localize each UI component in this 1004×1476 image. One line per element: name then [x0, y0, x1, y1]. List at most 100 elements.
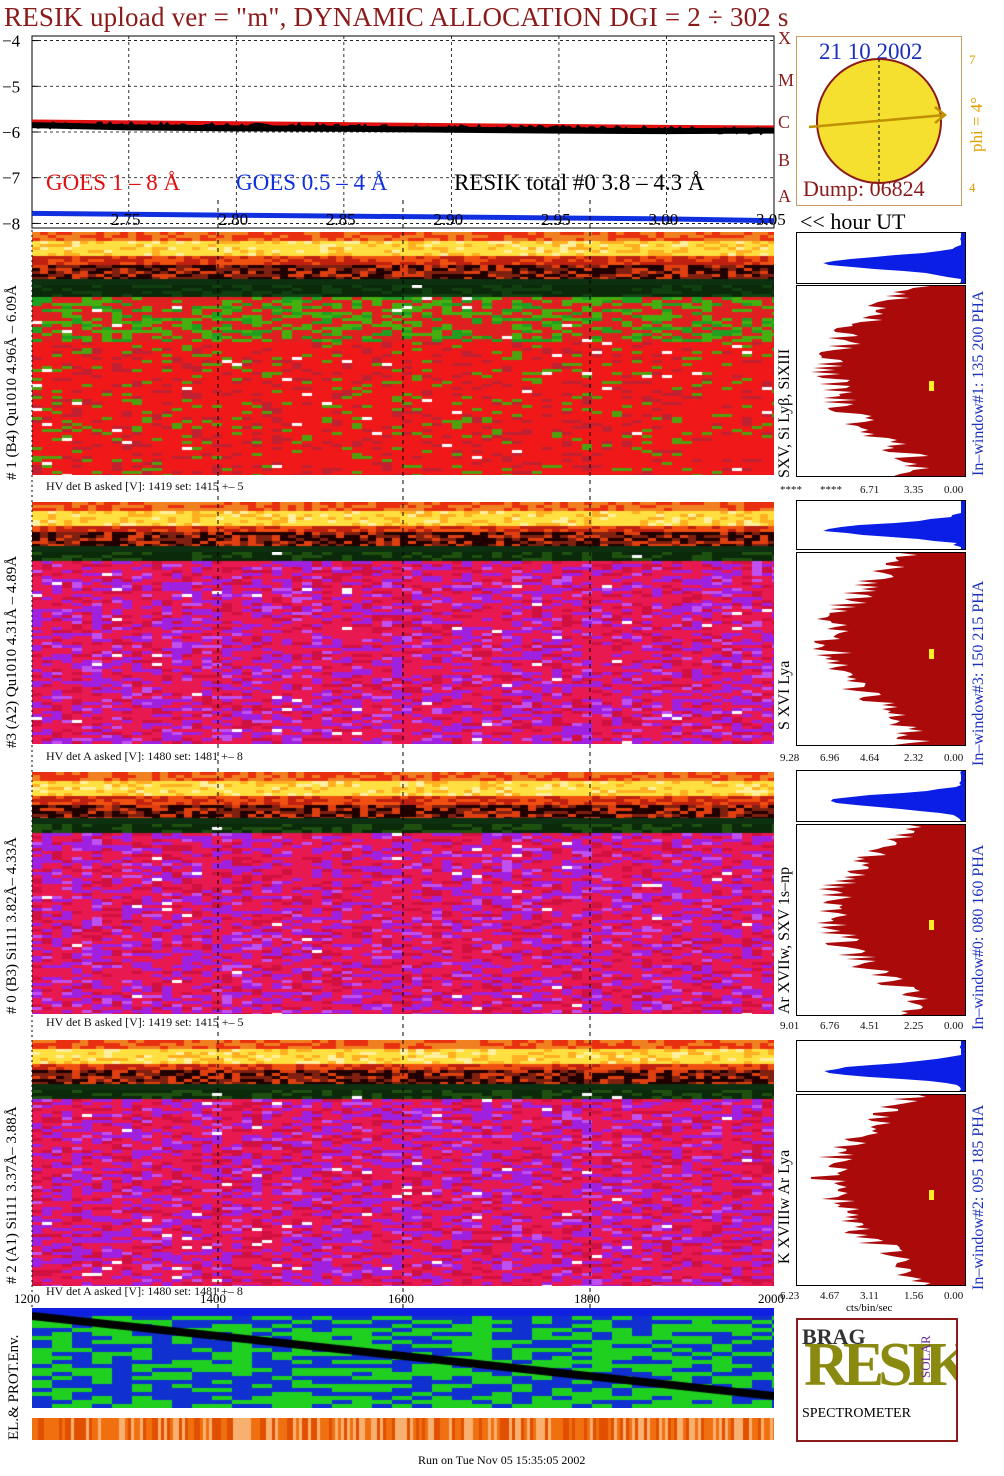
count-tick-label: 1.56 — [904, 1290, 924, 1302]
histogram-shape — [797, 1095, 965, 1285]
goes-class-x: X — [778, 28, 791, 48]
count-tick-label: 0.00 — [944, 752, 964, 764]
logo-side-text: SOLAR — [918, 1335, 933, 1378]
small-histogram — [796, 1040, 966, 1092]
histogram-shape — [797, 1041, 965, 1091]
histogram-shape — [797, 771, 965, 821]
logo-letters: RESIK — [804, 1331, 958, 1399]
small-histogram — [796, 500, 966, 550]
lightcurve-chart: −4 −5 −6 −7 −8 — [2, 32, 775, 233]
count-tick-label: 0.00 — [944, 484, 964, 496]
legend-resik-total: RESIK total #0 3.8 – 4.3 Å — [454, 170, 705, 195]
bottom-x-tick-label: 1800 — [574, 1291, 600, 1306]
lightcurve-y-ticks: −4 −5 −6 −7 −8 — [2, 32, 38, 233]
count-tick-label: 3.11 — [860, 1290, 879, 1302]
inset-phi-label: phi = 4° — [967, 96, 986, 152]
logo-bottom-text: SPECTROMETER — [802, 1406, 911, 1421]
count-tick-label: 0.00 — [944, 1020, 964, 1032]
series-line — [31, 119, 775, 131]
hv-label: HV det A asked [V]: 1480 set: 1481 +– 8 — [46, 1284, 243, 1298]
count-tick-label: 6.96 — [820, 752, 840, 764]
count-tick-label: **** — [820, 484, 842, 496]
legend-goes-1-8: GOES 1 – 8 Å — [46, 170, 181, 195]
sun-rotation-axis — [808, 113, 946, 129]
y-tick-label: −6 — [2, 123, 20, 142]
detector-spectrogram — [32, 824, 774, 1014]
count-tick-label: 9.28 — [780, 752, 800, 764]
x-tick-label: 2.85 — [325, 210, 356, 229]
goes-class-c: C — [778, 112, 791, 132]
histogram-marker — [929, 649, 934, 659]
count-tick-label: 3.35 — [904, 484, 924, 496]
count-ticks: 9.28 6.96 4.64 2.32 0.00 — [780, 752, 966, 768]
count-ticks: **** **** 6.71 3.35 0.00 — [780, 484, 966, 500]
x-tick-label: 2.90 — [433, 210, 464, 229]
window-label: In–window#0: 080 160 PHA — [970, 844, 987, 1030]
sun-inset: 21 10 2002 Dump: 06824 — [796, 36, 962, 206]
bottom-x-tick-label: 2000 — [758, 1291, 784, 1306]
y-tick-label: −5 — [2, 77, 20, 96]
histogram-shape — [797, 233, 965, 283]
footer-run-info: Run on Tue Nov 05 15:35:05 2002 — [418, 1453, 586, 1467]
window-label: In–window#2: 095 185 PHA — [970, 1104, 987, 1290]
count-tick-label: 6.71 — [860, 484, 880, 496]
count-ticks: 9.01 6.76 4.51 2.25 0.00 — [780, 1020, 966, 1036]
inset-phi-tick-bottom: 4 — [969, 180, 976, 195]
hv-label: HV det B asked [V]: 1419 set: 1415 +– 5 — [46, 1015, 244, 1029]
detector-strip-small — [32, 502, 774, 552]
window-label: In–window#3: 150 215 PHA — [970, 580, 987, 766]
pha-histogram — [796, 552, 966, 746]
pha-histogram — [796, 285, 966, 477]
histogram-marker — [929, 920, 934, 930]
legend-goes-05-4: GOES 0.5 – 4 Å — [236, 170, 388, 195]
env-strip — [32, 1418, 774, 1440]
y-tick-label: −4 — [2, 32, 21, 51]
count-ticks: 6.23 4.67 3.11 1.56 0.00 — [780, 1290, 966, 1306]
x-tick-label: 3.00 — [648, 210, 679, 229]
count-tick-label: 0.00 — [944, 1290, 964, 1302]
count-tick-label: 2.25 — [904, 1020, 924, 1032]
detector-grid — [31, 200, 591, 1310]
histogram-shape — [797, 825, 965, 1015]
bottom-x-tick-label: 1200 — [14, 1291, 40, 1306]
bottom-x-tick-label: 1600 — [388, 1291, 414, 1306]
x-tick-label: 2.75 — [110, 210, 141, 229]
sun-disk — [808, 58, 948, 184]
count-tick-label: 9.01 — [780, 1020, 800, 1032]
goes-class-letters: X M C B A — [774, 26, 796, 206]
series-line — [31, 210, 775, 224]
histogram-shape — [797, 501, 965, 549]
small-histogram — [796, 232, 966, 284]
count-tick-label: **** — [780, 484, 802, 496]
histogram-shape — [797, 286, 965, 476]
goes-class-m: M — [778, 70, 795, 90]
page-title: RESIK upload ver = "m", DYNAMIC ALLOCATI… — [4, 2, 789, 32]
env-label: EL.& PROT.Env. — [6, 1334, 22, 1440]
count-tick-label: 6.23 — [780, 1290, 800, 1302]
x-tick-label: 2.95 — [540, 210, 571, 229]
count-tick-label: 2.32 — [904, 752, 924, 764]
resik-logo: BRAG RESIK SOLAR SPECTROMETER — [796, 1318, 958, 1442]
count-tick-label: 4.67 — [820, 1290, 840, 1302]
hv-label: HV det B asked [V]: 1419 set: 1415 +– 5 — [46, 479, 244, 493]
count-axis-label: cts/bin/sec — [846, 1302, 893, 1314]
hv-label: HV det A asked [V]: 1480 set: 1481 +– 8 — [46, 749, 243, 763]
goes-class-b: B — [778, 150, 791, 170]
y-tick-label: −7 — [2, 169, 21, 188]
histogram-marker — [929, 381, 934, 391]
inset-phi-tick-top: 7 — [969, 52, 976, 67]
count-tick-label: 4.64 — [860, 752, 880, 764]
x-axis-label: << hour UT — [800, 209, 906, 234]
sun-axis-arrow-icon — [934, 106, 948, 124]
pha-histogram — [796, 824, 966, 1016]
bottom-x-tick-label: 1400 — [200, 1291, 226, 1306]
small-histogram — [796, 770, 966, 822]
histogram-shape — [797, 553, 965, 745]
histogram-marker — [929, 1190, 934, 1200]
y-tick-label: −8 — [2, 214, 20, 233]
inset-dump: Dump: 06824 — [803, 176, 925, 201]
window-label: In–window#1: 135 200 PHA — [970, 290, 987, 476]
x-tick-label: 3.05 — [756, 210, 786, 229]
env-panel — [32, 1308, 774, 1408]
lightcurve-series — [31, 119, 775, 224]
